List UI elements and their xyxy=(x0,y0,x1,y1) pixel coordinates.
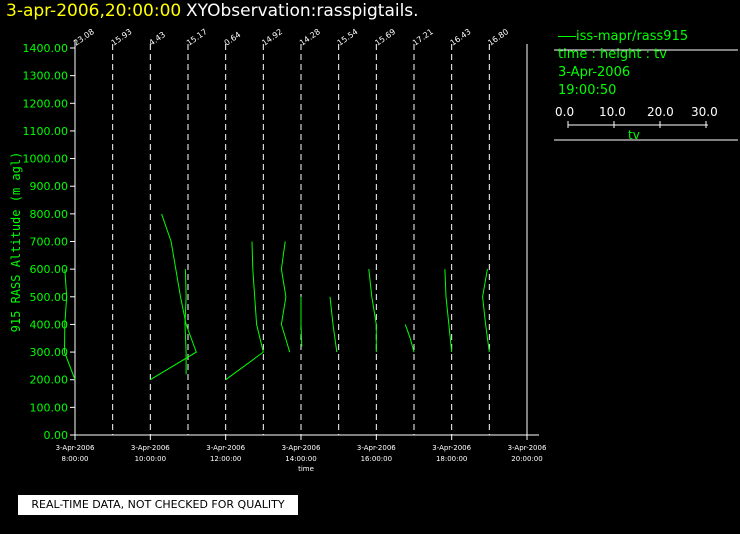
profile-trace xyxy=(63,269,76,380)
sounding-value-label: 15.93 xyxy=(110,27,134,48)
profile-traces xyxy=(63,213,490,381)
chart-axes xyxy=(70,40,539,440)
profile-trace xyxy=(300,296,303,347)
x-tick-date-label: 3-Apr-2006 xyxy=(206,444,245,452)
sounding-value-label: 14.92 xyxy=(260,27,284,48)
y-tick-label: 500.00 xyxy=(30,291,69,304)
y-tick-label: 0.00 xyxy=(44,429,69,442)
y-tick-label: 100.00 xyxy=(30,401,69,414)
legend-scale-tick-0: 0.0 xyxy=(555,105,575,119)
quality-disclaimer: REAL-TIME DATA, NOT CHECKED FOR QUALITY xyxy=(18,495,298,515)
sounding-value-label: 16.80 xyxy=(486,27,510,48)
profile-trace xyxy=(184,269,187,375)
sounding-value-label: 4.43 xyxy=(147,30,167,48)
y-tick-label: 1100.00 xyxy=(23,125,69,138)
x-tick-time-label: 14:00:00 xyxy=(285,455,316,463)
header-observation-label: XYObservation:rasspigtails. xyxy=(186,1,419,21)
x-tick-date-label: 3-Apr-2006 xyxy=(56,444,95,452)
profile-trace xyxy=(329,296,338,353)
sounding-value-label: 17.21 xyxy=(411,27,435,48)
legend-scale-tick-1: 10.0 xyxy=(599,105,626,119)
sounding-value-label: 14.28 xyxy=(298,27,322,48)
x-tick-time-label: 16:00:00 xyxy=(361,455,392,463)
y-tick-label: 1400.00 xyxy=(23,42,69,55)
legend-time: 19:00:50 xyxy=(558,83,617,98)
x-tick-date-label: 3-Apr-2006 xyxy=(432,444,471,452)
legend-scale-tick-3: 30.0 xyxy=(691,105,718,119)
legend-series-name: iss-mapr/rass915 xyxy=(576,29,689,44)
y-tick-label: 200.00 xyxy=(30,374,69,387)
legend-date: 3-Apr-2006 xyxy=(558,65,631,80)
legend-axes: time : height : tv xyxy=(558,47,667,62)
x-tick-date-label: 3-Apr-2006 xyxy=(282,444,321,452)
y-tick-label: 1200.00 xyxy=(23,97,69,110)
x-axis-label: time xyxy=(298,465,314,473)
sounding-value-label: 15.17 xyxy=(185,27,209,48)
sounding-value-label: 23.08 xyxy=(72,27,96,48)
y-axis-label: 915 RASS Altitude (m agl) xyxy=(9,152,23,333)
x-tick-time-label: 8:00:00 xyxy=(62,455,89,463)
y-tick-label: 1300.00 xyxy=(23,70,69,83)
y-tick-label: 800.00 xyxy=(30,208,69,221)
y-tick-label: 600.00 xyxy=(30,263,69,276)
legend-scale-label: tv xyxy=(628,128,640,142)
profile-trace xyxy=(404,324,415,353)
legend-series-line xyxy=(558,36,576,37)
sounding-value-label: 15.69 xyxy=(373,27,397,48)
sounding-reference-lines xyxy=(74,44,528,435)
x-tick-date-label: 3-Apr-2006 xyxy=(357,444,396,452)
legend-series-entry: iss-mapr/rass915 xyxy=(558,29,688,44)
profile-trace xyxy=(225,241,264,381)
y-tick-label: 400.00 xyxy=(30,318,69,331)
legend-graphics xyxy=(554,49,738,141)
sounding-value-label: 0.64 xyxy=(223,30,243,48)
x-tick-date-label: 3-Apr-2006 xyxy=(131,444,170,452)
x-tick-time-label: 18:00:00 xyxy=(436,455,467,463)
sounding-value-label: 16.43 xyxy=(449,27,473,48)
profile-trace xyxy=(444,269,453,353)
x-tick-time-label: 12:00:00 xyxy=(210,455,241,463)
y-tick-label: 900.00 xyxy=(30,180,69,193)
header-time-label: 3-apr-2006,20:00:00 xyxy=(6,1,182,21)
x-tick-time-label: 10:00:00 xyxy=(135,455,166,463)
profile-trace xyxy=(368,269,377,353)
y-tick-label: 1000.00 xyxy=(23,153,69,166)
x-tick-time-label: 20:00:00 xyxy=(511,455,542,463)
profile-trace xyxy=(280,241,291,353)
profile-trace xyxy=(150,213,197,381)
legend-scale-tick-2: 20.0 xyxy=(647,105,674,119)
y-tick-label: 300.00 xyxy=(30,346,69,359)
y-tick-label: 700.00 xyxy=(30,236,69,249)
profile-trace xyxy=(482,269,490,353)
sounding-value-label: 15.54 xyxy=(336,27,360,48)
x-tick-date-label: 3-Apr-2006 xyxy=(508,444,547,452)
